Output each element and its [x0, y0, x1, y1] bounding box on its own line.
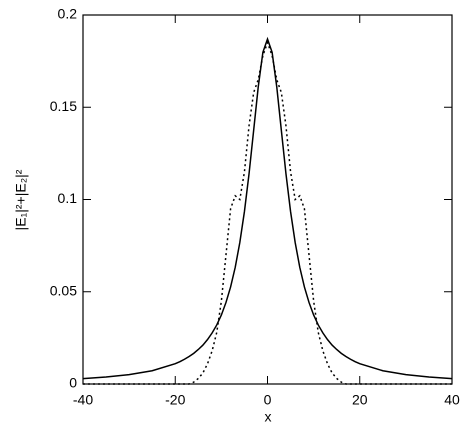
plot-frame	[82, 14, 453, 385]
x-axis-label: x	[265, 409, 272, 425]
x-tick-label: 40	[444, 392, 460, 408]
y-tick-label: 0.05	[50, 282, 77, 298]
x-tick-label: -20	[165, 392, 185, 408]
y-axis-label: |E₁|²+|E₂|²	[13, 169, 29, 230]
x-tick-label: 20	[352, 392, 368, 408]
series-line	[82, 36, 453, 380]
y-tick-label: 0.2	[58, 6, 78, 22]
x-tick-label: -40	[73, 392, 93, 408]
y-tick-label: 0.1	[58, 190, 78, 206]
y-tick-label: 0.15	[50, 98, 77, 114]
y-tick-label: 0	[69, 375, 77, 391]
x-tick-label: 0	[264, 392, 272, 408]
series-line	[83, 40, 452, 385]
